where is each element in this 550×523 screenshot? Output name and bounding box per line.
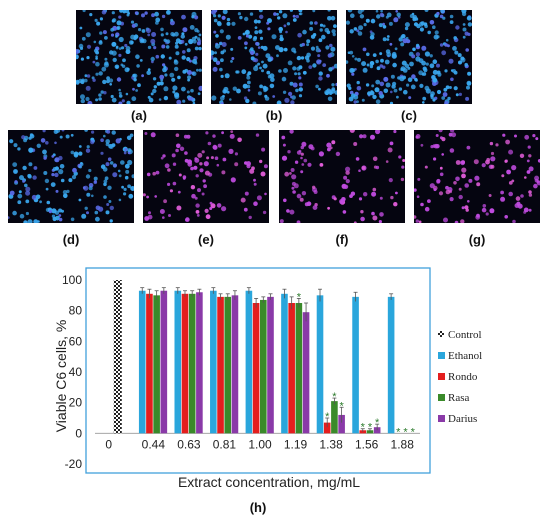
bar-ethanol [245,290,253,434]
bar-darius [160,290,168,434]
panel-label-g: (g) [468,232,486,247]
x-tick-label: 0.81 [213,437,237,451]
plot-border [85,267,431,474]
significance-mark: * [375,417,380,429]
bar-rondo [252,303,260,434]
panel-label-c: (c) [401,108,417,123]
x-axis-label: Extract concentration, mg/mL [178,474,360,490]
bar-ethanol [281,293,288,434]
viability-bar-chart: -20 0 20 40 60 80 100 0 0.44 0.63 0.81 1.00 1.19 1.38… [53,267,482,515]
bar-rasa [295,303,303,434]
bar-rasa [153,295,160,434]
legend-swatch-rondo [438,373,445,380]
bar-rasa [188,293,196,434]
chart-panel-label: (h) [250,500,267,515]
significance-mark: * [332,391,337,403]
significance-mark: * [339,400,344,412]
y-tick-label: 80 [69,304,83,318]
micrograph-panel-c [346,10,472,104]
x-tick-label: 0.44 [142,437,166,451]
micrograph-panel-e [143,130,269,223]
x-tick-label: 1.56 [355,437,379,451]
bar-darius [302,312,310,434]
bar-rondo [288,303,295,434]
x-tick-label: 0 [105,437,112,451]
x-tick-label: 1.38 [319,437,343,451]
legend-swatch-darius [438,415,445,422]
bar-ethanol [316,295,324,434]
bar-rondo [217,296,224,434]
y-tick-label: 40 [69,365,83,379]
bar-rondo [146,293,153,434]
bar-darius [267,296,274,434]
bar-control [113,280,122,434]
bar-rasa [331,401,338,434]
y-axis-label: Viable C6 cells, % [53,320,69,433]
bar-ethanol [387,296,395,434]
micrograph-panel-d [8,130,134,223]
legend-label-rondo: Rondo [448,371,478,383]
panel-label-b: (b) [265,108,283,123]
legend-swatch-control [438,331,444,337]
y-tick-label: 0 [75,426,82,440]
legend: Control Ethanol Rondo Rasa Darius [438,329,482,425]
legend-label-darius: Darius [448,413,477,425]
legend-swatch-ethanol [438,352,445,359]
bar-rasa [260,299,267,434]
x-tick-label: 0.63 [177,437,201,451]
y-tick-label: -20 [65,457,83,471]
bar-rondo [181,293,189,434]
x-tick-label: 1.19 [284,437,308,451]
bar-ethanol [210,290,217,434]
y-tick-label: 100 [62,273,82,287]
y-tick-label: 20 [69,396,83,410]
bar-ethanol [174,290,182,434]
x-tick-label: 1.88 [391,437,415,451]
bar-darius [231,295,239,434]
micrograph-panel-a [76,10,202,104]
panel-label-a: (a) [131,108,147,123]
panel-label-f: (f) [335,232,349,247]
micrograph-panel-g [414,130,540,223]
panel-label-e: (e) [198,232,214,247]
legend-label-rasa: Rasa [448,392,470,404]
micrograph-panel-b [211,10,337,104]
bar-ethanol [138,290,146,434]
legend-label-ethanol: Ethanol [448,350,482,362]
significance-mark: * [403,426,408,438]
significance-mark: * [325,411,330,423]
bar-rondo [323,422,331,434]
panel-label-d: (d) [62,232,80,247]
bar-ethanol [352,296,359,434]
micrograph-panel-f [279,130,405,223]
significance-mark: * [411,426,416,438]
bar-darius [338,414,345,434]
x-tick-label: 1.00 [248,437,272,451]
significance-mark: * [368,422,373,434]
significance-mark: * [361,422,366,434]
bar-rasa [224,296,232,434]
legend-label-control: Control [448,329,482,341]
significance-mark: * [396,426,401,438]
y-tick-label: 60 [69,334,83,348]
bar-darius [196,292,203,434]
legend-swatch-rasa [438,394,445,401]
significance-mark: * [297,291,302,303]
